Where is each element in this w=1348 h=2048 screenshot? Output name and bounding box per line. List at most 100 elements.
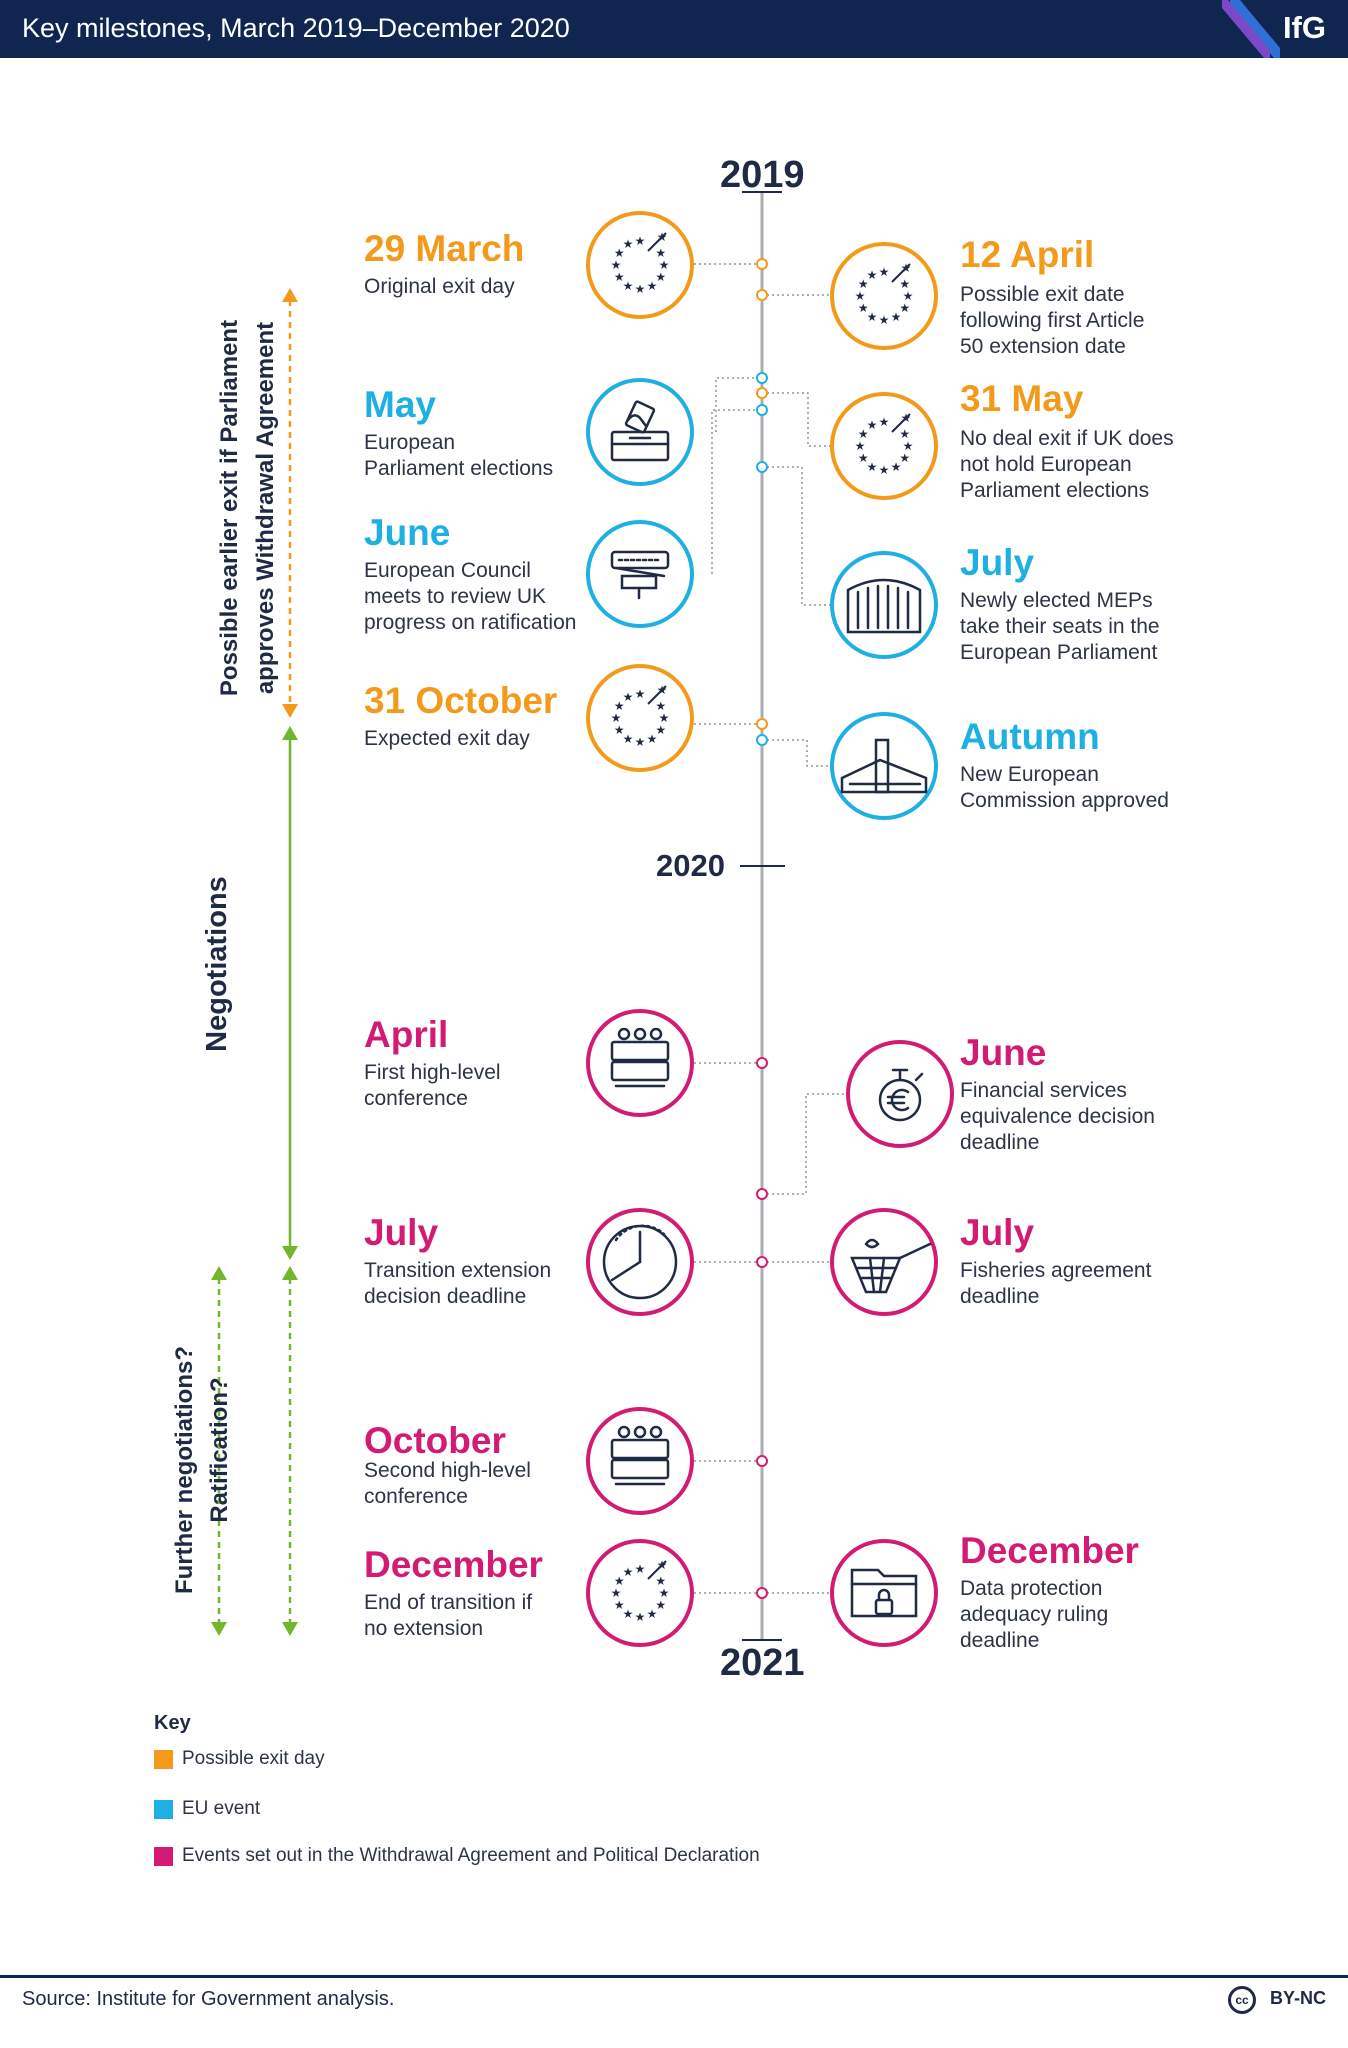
arrowhead-further-down (211, 1622, 227, 1636)
shooting-star-head: ★ (901, 261, 912, 275)
icon-circle-autumn (830, 712, 938, 820)
icon-circle-dec2020a (586, 1539, 694, 1647)
star-mark: ★ (891, 460, 902, 474)
event-title-apr2020: April (364, 1014, 449, 1055)
euro-stopwatch-icon (878, 1068, 924, 1122)
shooting-star-tail (891, 413, 911, 433)
icon-circle-may31 (830, 392, 938, 500)
star-mark: ★ (879, 313, 890, 327)
star-mark: ★ (867, 310, 878, 324)
connector-autumn (762, 739, 832, 767)
event-title-jun2020: June (960, 1032, 1047, 1073)
icon-circle-june2019 (586, 520, 694, 628)
event-title-dec2020a: December (364, 1544, 543, 1585)
connector-may31 (762, 392, 832, 447)
star-mark: ★ (659, 1586, 670, 1600)
star-mark: ★ (858, 301, 869, 315)
connector-june2019 (711, 409, 762, 574)
event-title-jul2020a: July (364, 1212, 439, 1253)
star-mark: ★ (867, 460, 878, 474)
page-title: Key milestones, March 2019–December 2020 (22, 13, 570, 43)
icon-circle-mar29 (586, 211, 694, 319)
event-title-may: May (364, 384, 436, 425)
star-mark: ★ (635, 282, 646, 296)
connector-jun2020 (762, 1093, 848, 1195)
event-title-oct2020: October (364, 1420, 506, 1461)
clock-gauge-icon (602, 1224, 678, 1300)
shooting-star-tail (647, 1560, 667, 1580)
icon-circle-apr12 (830, 242, 938, 350)
star-mark: ★ (867, 418, 878, 432)
shooting-star-head: ★ (657, 1558, 668, 1572)
event-desc-apr2020: First high-level conference (364, 1061, 501, 1110)
node-autumn (756, 734, 768, 746)
star-mark: ★ (623, 732, 634, 746)
key-label-eu: EU event (182, 1798, 261, 1819)
star-mark: ★ (655, 270, 666, 284)
icon-circle-dec2020b (830, 1539, 938, 1647)
arrowhead-rat-down (282, 1622, 298, 1636)
shooting-star-head: ★ (901, 411, 912, 425)
arrowhead-rat-up (282, 1266, 298, 1280)
cc-icon: cc (1228, 1986, 1256, 2014)
event-desc-jul2020a: Transition extension decision deadline (364, 1259, 552, 1308)
key-swatch-exit (154, 1750, 173, 1769)
star-mark: ★ (655, 1574, 666, 1588)
node-june2019 (756, 404, 768, 416)
star-mark: ★ (647, 1607, 658, 1621)
connector-may (715, 377, 762, 432)
event-desc-jul2020b: Fisheries agreement deadline (960, 1259, 1152, 1308)
node-may31 (756, 387, 768, 399)
star-mark: ★ (635, 1610, 646, 1624)
star-mark: ★ (614, 246, 625, 260)
event-title-oct31: 31 October (364, 680, 558, 721)
eu-stars-icon: ★★★★★★★★★★★★ (611, 683, 670, 749)
year-label-2019: 2019 (720, 154, 805, 196)
eu-stars-icon: ★★★★★★★★★★★★ (611, 230, 670, 296)
node-july2019 (756, 461, 768, 473)
event-title-june2019: June (364, 512, 451, 553)
side-label-ratification: Ratification? (206, 1377, 233, 1523)
star-mark: ★ (858, 277, 869, 291)
star-mark: ★ (867, 268, 878, 282)
shooting-star-tail (647, 232, 667, 252)
source-note: Source: Institute for Government analysi… (22, 1988, 395, 2010)
star-mark: ★ (899, 301, 910, 315)
council-crowd-icon (610, 550, 670, 600)
side-label-possible-exit: Possible earlier exit if Parliament appr… (216, 319, 279, 697)
node-jul2020 (756, 1256, 768, 1268)
license-text: BY-NC (1269, 1988, 1326, 2008)
star-mark: ★ (611, 1586, 622, 1600)
event-desc-may31: No deal exit if UK does not hold Europea… (960, 427, 1174, 502)
star-mark: ★ (614, 1598, 625, 1612)
event-desc-dec2020a: End of transition if no extension (364, 1591, 533, 1640)
star-mark: ★ (614, 1574, 625, 1588)
star-mark: ★ (891, 310, 902, 324)
fishing-net-icon (850, 1238, 932, 1294)
event-title-apr12: 12 April (960, 234, 1095, 275)
star-mark: ★ (614, 699, 625, 713)
key-label-exit: Possible exit day (182, 1748, 325, 1769)
arrowhead-exit-down (282, 704, 298, 718)
star-mark: ★ (647, 279, 658, 293)
eu-stars-icon: ★★★★★★★★★★★★ (855, 411, 914, 477)
star-mark: ★ (659, 711, 670, 725)
star-mark: ★ (655, 246, 666, 260)
event-desc-may: European Parliament elections (364, 431, 554, 480)
event-desc-oct2020: Second high-level conference (364, 1459, 531, 1508)
star-mark: ★ (647, 732, 658, 746)
data-folder-lock-icon (850, 1568, 918, 1618)
key-label-wa: Events set out in the Withdrawal Agreeme… (182, 1845, 760, 1866)
arrowhead-neg-up (282, 726, 298, 740)
star-mark: ★ (903, 289, 914, 303)
event-title-mar29: 29 March (364, 228, 525, 269)
event-desc-oct31: Expected exit day (364, 727, 530, 750)
shooting-star-head: ★ (657, 683, 668, 697)
key-heading: Key (154, 1712, 191, 1734)
node-mar29 (756, 258, 768, 270)
event-title-may31: 31 May (960, 378, 1084, 419)
star-mark: ★ (858, 427, 869, 441)
star-mark: ★ (899, 451, 910, 465)
ifg-logo: IfG (1282, 10, 1326, 45)
event-desc-autumn: New European Commission approved (960, 763, 1169, 812)
